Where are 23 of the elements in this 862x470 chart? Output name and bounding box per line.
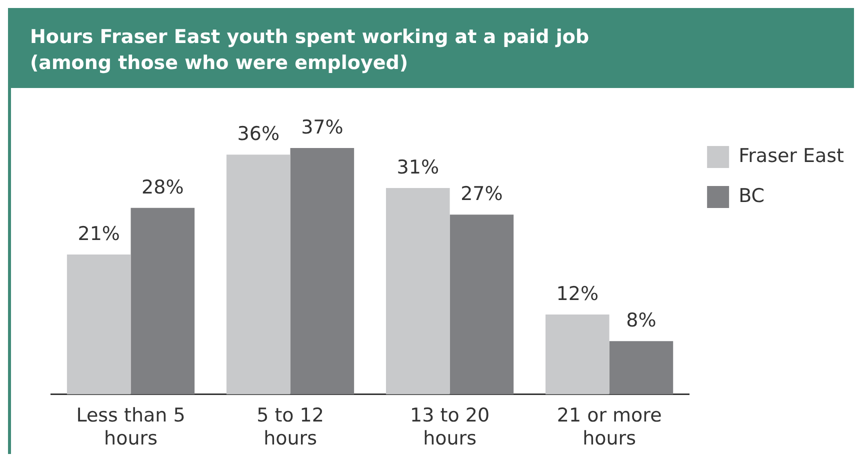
- x-tick-label: 13 to 20 hours: [410, 404, 490, 450]
- x-tick-label: 5 to 12 hours: [256, 404, 324, 450]
- x-tick-label: Less than 5 hours: [76, 404, 186, 450]
- data-label: 36%: [237, 123, 280, 146]
- legend-label: BC: [738, 184, 765, 207]
- chart-title: Hours Fraser East youth spent working at a paid job (among those who were employed): [8, 8, 854, 88]
- data-label: 31%: [396, 156, 440, 178]
- data-label: 28%: [142, 176, 184, 198]
- x-tick-label: 21 or more hours: [556, 404, 662, 450]
- bar: [226, 154, 290, 394]
- data-label: 37%: [301, 116, 344, 138]
- bar: [450, 214, 514, 394]
- bar: [130, 208, 195, 394]
- bar: [66, 254, 131, 394]
- data-label: 12%: [556, 282, 599, 305]
- bar: [386, 188, 450, 394]
- bar: [290, 148, 354, 394]
- bar: [546, 314, 610, 394]
- data-label: 27%: [460, 183, 503, 206]
- bar: [609, 341, 674, 394]
- legend-label: Fraser East: [738, 144, 844, 167]
- data-label: 8%: [626, 310, 656, 332]
- data-label: 21%: [78, 222, 120, 245]
